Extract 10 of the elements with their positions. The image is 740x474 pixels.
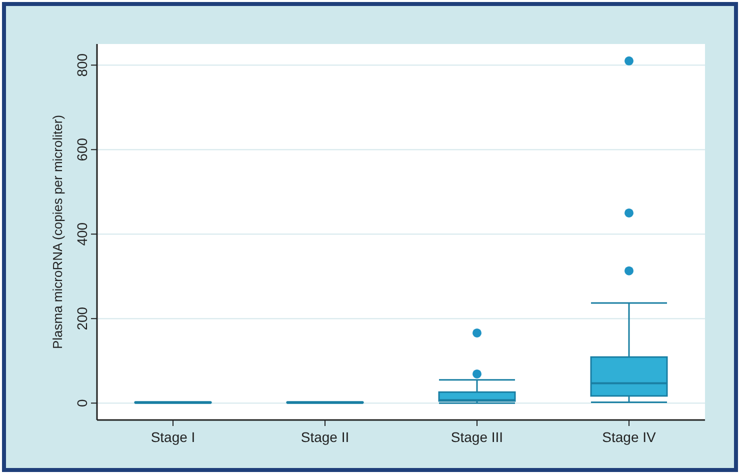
x-tick-label: Stage IV — [602, 429, 657, 445]
x-tick-label: Stage III — [450, 429, 504, 445]
x-tick-label: Stage I — [150, 429, 196, 445]
y-tick-label: 600 — [74, 138, 90, 162]
y-tick-label: 400 — [74, 222, 90, 246]
y-tick-label: 0 — [74, 399, 90, 407]
y-tick-label: 800 — [74, 53, 90, 77]
y-tick-label: 200 — [74, 306, 90, 330]
y-axis-title: Plasma microRNA (copies per microliter) — [50, 114, 65, 350]
x-tick-label: Stage II — [300, 429, 350, 445]
